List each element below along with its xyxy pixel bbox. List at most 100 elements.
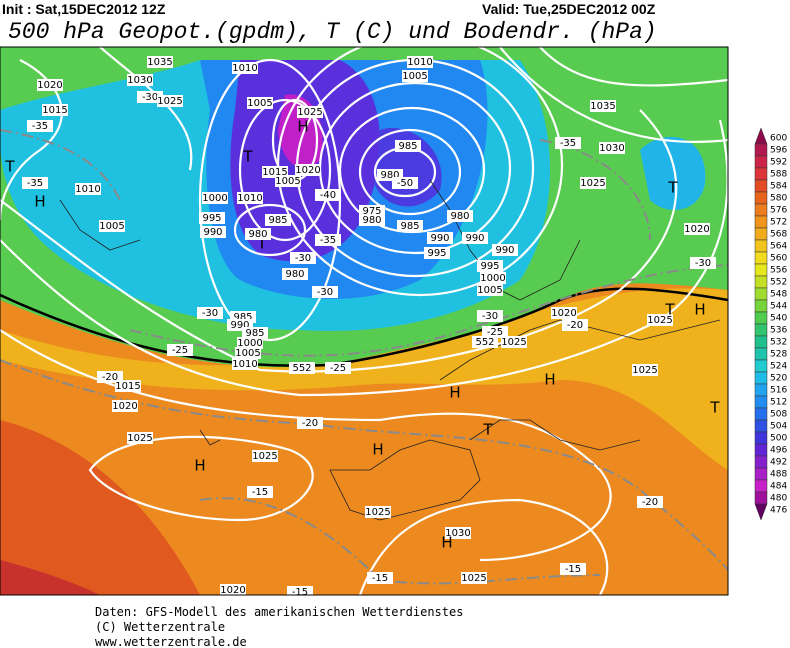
label-bg bbox=[265, 214, 291, 226]
contour-label: 1005 bbox=[99, 221, 124, 232]
label-bg bbox=[365, 506, 391, 518]
label-bg bbox=[115, 380, 141, 392]
pressure-center: T bbox=[482, 421, 493, 439]
colorbar-label: 544 bbox=[770, 302, 787, 312]
pressure-center: H bbox=[297, 118, 308, 136]
label-bg bbox=[551, 307, 577, 319]
colder-area bbox=[640, 136, 706, 210]
label-bg bbox=[252, 450, 278, 462]
colorbar-label: 492 bbox=[770, 458, 787, 468]
map-title: 500 hPa Geopot.(gpdm), T (C) und Bodendr… bbox=[8, 19, 657, 45]
label-bg bbox=[562, 319, 588, 331]
colorbar-cell bbox=[754, 127, 768, 145]
colorbar-label: 520 bbox=[770, 374, 787, 384]
colorbar-label: 528 bbox=[770, 350, 787, 360]
label-bg bbox=[392, 177, 418, 189]
colorbar-cell bbox=[754, 371, 768, 385]
label-bg bbox=[297, 106, 323, 118]
contour-label: 1005 bbox=[247, 98, 272, 109]
label-bg bbox=[289, 362, 315, 374]
colorbar-cell bbox=[754, 431, 768, 445]
contour-label: 1010 bbox=[232, 63, 257, 74]
label-bg bbox=[397, 220, 423, 232]
label-bg bbox=[690, 257, 716, 269]
colorbar-cell bbox=[754, 191, 768, 205]
contour-label: -20 bbox=[302, 418, 318, 429]
contour-label: 990 bbox=[203, 227, 222, 238]
contour-label: -15 bbox=[292, 587, 308, 598]
contour-label: 1015 bbox=[115, 381, 140, 392]
colorbar-cell bbox=[754, 335, 768, 349]
label-bg bbox=[22, 177, 48, 189]
label-bg bbox=[232, 62, 258, 74]
label-bg bbox=[290, 252, 316, 264]
contour-label: 1030 bbox=[127, 75, 152, 86]
colorbar-cell bbox=[754, 359, 768, 373]
label-bg bbox=[407, 56, 433, 68]
label-bg bbox=[297, 417, 323, 429]
colorbar-label: 484 bbox=[770, 482, 787, 492]
colorbar-cell bbox=[754, 491, 768, 505]
contour-label: 990 bbox=[465, 233, 484, 244]
colorbar-cell bbox=[754, 455, 768, 469]
colorbar-label: 568 bbox=[770, 230, 787, 240]
colorbar-cell bbox=[754, 227, 768, 241]
label-bg bbox=[42, 104, 68, 116]
label-bg bbox=[684, 223, 710, 235]
contour-label: 995 bbox=[427, 248, 446, 259]
contour-label: 1010 bbox=[407, 57, 432, 68]
colorbar-cell bbox=[754, 251, 768, 265]
colorbar-label: 512 bbox=[770, 398, 787, 408]
colorbar-label: 516 bbox=[770, 386, 787, 396]
contour-label: 1025 bbox=[501, 337, 526, 348]
contour-label: -35 bbox=[320, 235, 336, 246]
pressure-center: T bbox=[256, 235, 267, 253]
contour-label: 1025 bbox=[632, 365, 657, 376]
contour-label: -30 bbox=[317, 287, 333, 298]
contour-label: 995 bbox=[202, 213, 221, 224]
label-bg bbox=[477, 284, 503, 296]
contour-label: -15 bbox=[252, 487, 268, 498]
colorbar-cell bbox=[754, 311, 768, 325]
contour-label: 990 bbox=[495, 245, 514, 256]
contour-label: 995 bbox=[480, 261, 499, 272]
label-bg bbox=[480, 272, 506, 284]
colorbar-label: 552 bbox=[770, 278, 787, 288]
contour-label: -25 bbox=[172, 345, 188, 356]
contour-label: 980 bbox=[362, 215, 381, 226]
init-time: Init : Sat,15DEC2012 12Z bbox=[2, 1, 166, 17]
contour-label: 1025 bbox=[365, 507, 390, 518]
contour-label: 985 bbox=[268, 215, 287, 226]
colorbar-label: 480 bbox=[770, 494, 787, 504]
label-bg bbox=[295, 164, 321, 176]
contour-label: 1035 bbox=[147, 57, 172, 68]
colorbar-cell bbox=[754, 215, 768, 229]
label-bg bbox=[282, 268, 308, 280]
label-bg bbox=[315, 234, 341, 246]
pressure-center: H bbox=[544, 371, 555, 389]
contour-label: 1025 bbox=[580, 178, 605, 189]
label-bg bbox=[359, 214, 385, 226]
colorbar-label: 500 bbox=[770, 434, 787, 444]
contour-label: 1035 bbox=[590, 101, 615, 112]
label-bg bbox=[199, 212, 225, 224]
colorbar-cell bbox=[754, 323, 768, 337]
contour-label: -30 bbox=[695, 258, 711, 269]
label-bg bbox=[220, 584, 246, 595]
contour-label: 985 bbox=[400, 221, 419, 232]
label-bg bbox=[447, 210, 473, 222]
colorbar-label: 508 bbox=[770, 410, 787, 420]
label-bg bbox=[167, 344, 193, 356]
contour-label: 1020 bbox=[37, 80, 62, 91]
label-bg bbox=[461, 572, 487, 584]
contour-label: 1025 bbox=[157, 96, 182, 107]
label-bg bbox=[555, 137, 581, 149]
warm-area bbox=[0, 560, 100, 595]
colorbar-label: 596 bbox=[770, 146, 787, 156]
colorbar-cell bbox=[754, 503, 768, 521]
label-bg bbox=[235, 347, 261, 359]
label-bg bbox=[127, 432, 153, 444]
contour-label: 1020 bbox=[295, 165, 320, 176]
contour-label: 1010 bbox=[232, 359, 257, 370]
label-bg bbox=[137, 91, 163, 103]
